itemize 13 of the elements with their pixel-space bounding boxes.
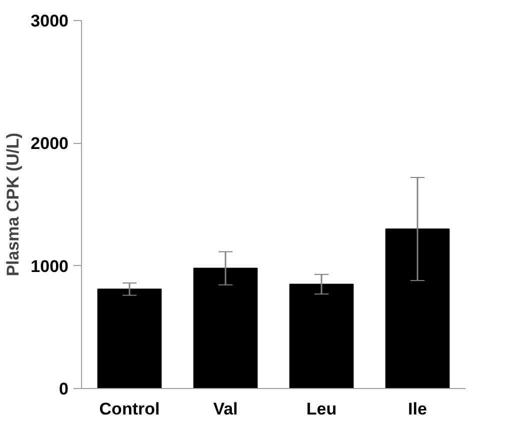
- y-tick-label: 1000: [30, 256, 69, 276]
- bar: [97, 288, 162, 388]
- y-tick-label: 0: [59, 380, 69, 398]
- y-axis-title: Plasma CPK (U/L): [4, 132, 23, 276]
- bar: [289, 284, 354, 388]
- y-tick-label: 3000: [30, 12, 69, 30]
- x-tick-label: Ile: [408, 400, 427, 418]
- x-tick-label: Val: [213, 400, 238, 418]
- x-tick-label: Control: [99, 400, 160, 418]
- y-tick-label: 2000: [30, 134, 69, 154]
- x-tick-label: Leu: [306, 400, 337, 418]
- bar: [193, 268, 258, 388]
- bar: [385, 228, 450, 388]
